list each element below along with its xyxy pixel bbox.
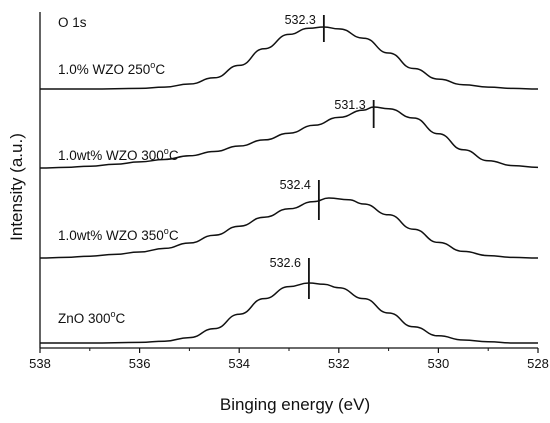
series-line (40, 26, 539, 90)
x-tick-label: 528 (527, 356, 549, 371)
x-tick-label: 536 (129, 356, 151, 371)
peak-label: 532.4 (280, 178, 311, 192)
x-tick-label: 532 (328, 356, 350, 371)
degree-symbol: o (150, 60, 155, 70)
peak-label: 532.3 (285, 13, 316, 27)
series-label-main: 1.0wt% WZO 300 (58, 148, 164, 163)
panel-label: O 1s (58, 15, 87, 30)
series-label-main: 1.0% WZO 250 (58, 62, 150, 77)
series-label-unit: C (169, 148, 179, 163)
series-label-main: ZnO 300 (58, 311, 111, 326)
series-label-main: 1.0wt% WZO 350 (58, 228, 164, 243)
peak-label: 531.3 (334, 98, 365, 112)
series-line (40, 282, 538, 344)
degree-symbol: o (164, 146, 169, 156)
x-tick-label: 530 (428, 356, 450, 371)
degree-symbol: o (164, 226, 169, 236)
x-axis-title: Binging energy (eV) (220, 395, 370, 414)
series-label: 1.0% WZO 250oC (58, 60, 165, 77)
series-line (39, 106, 539, 169)
degree-symbol: o (111, 309, 116, 319)
x-tick-label: 534 (228, 356, 250, 371)
series-label-unit: C (116, 311, 126, 326)
y-axis-title: Intensity (a.u.) (7, 133, 26, 241)
series-label-unit: C (155, 62, 165, 77)
series-label: ZnO 300oC (58, 309, 126, 326)
x-tick-label: 538 (29, 356, 51, 371)
series-label: 1.0wt% WZO 350oC (58, 226, 179, 243)
axes: 538 536 534 532 530 528 (29, 12, 549, 371)
series-label-unit: C (169, 228, 179, 243)
peak-label: 532.6 (270, 256, 301, 270)
x-ticks: 538 536 534 532 530 528 (29, 348, 549, 371)
series-label: 1.0wt% WZO 300oC (58, 146, 179, 163)
series-line (39, 197, 539, 259)
